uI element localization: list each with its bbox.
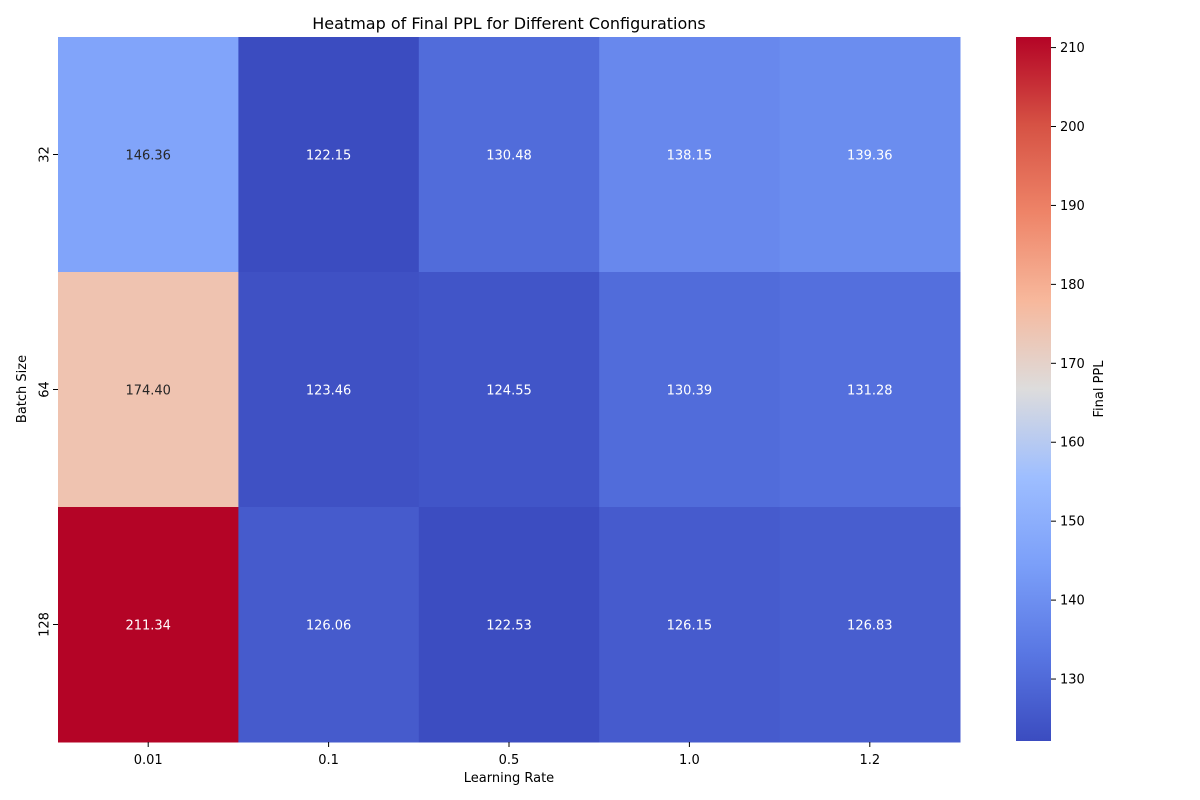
heatmap-cell [418,507,600,743]
colorbar-tick-label: 170 [1060,357,1085,372]
colorbar-label: Final PPL [1092,360,1107,418]
heatmap-cell [58,507,239,743]
x-tick-label: 1.2 [859,753,880,768]
y-axis-label: Batch Size [15,355,30,423]
x-tick-label: 0.01 [134,753,163,768]
heatmap-cell [779,272,961,508]
heatmap-cell [599,272,781,508]
colorbar [1016,37,1051,741]
colorbar-ticks: 130 140 150 160 170 180 190 200 210 [1051,41,1085,688]
heatmap-cell [599,37,781,273]
heatmap-cell [779,37,961,273]
heatmap-cell [238,507,420,743]
heatmap-cell [599,507,781,743]
cell-value-label: 126.83 [847,619,893,634]
y-tick-label: 32 [38,146,53,163]
cell-value-label: 130.39 [667,384,713,399]
heatmap-cell [418,272,600,508]
cell-value-label: 131.28 [847,384,893,399]
heatmap-cell [58,37,239,273]
colorbar-tick-label: 200 [1060,120,1085,135]
y-tick-label: 64 [38,381,53,398]
y-axis-ticks: 32 64 128 [38,146,58,637]
cell-value-label: 126.06 [306,619,352,634]
cell-value-label: 211.34 [125,619,171,634]
cell-value-label: 130.48 [486,149,532,164]
colorbar-tick-label: 180 [1060,278,1085,293]
cell-value-label: 122.15 [306,149,352,164]
x-axis-label: Learning Rate [464,771,554,786]
chart-title: Heatmap of Final PPL for Different Confi… [312,14,705,33]
colorbar-tick-label: 160 [1060,436,1085,451]
x-tick-label: 1.0 [679,753,700,768]
y-tick-label: 128 [38,612,53,637]
colorbar-tick-label: 150 [1060,515,1085,530]
cell-value-label: 138.15 [667,149,713,164]
cell-value-label: 146.36 [125,149,171,164]
heatmap-cell [238,37,420,273]
heatmap-cell [238,272,420,508]
heatmap-cell [418,37,600,273]
heatmap-cell [779,507,961,743]
cell-value-label: 124.55 [486,384,532,399]
cell-value-label: 123.46 [306,384,352,399]
colorbar-tick-label: 190 [1060,199,1085,214]
heatmap-cell [58,272,239,508]
x-tick-label: 0.5 [499,753,520,768]
cell-value-label: 139.36 [847,149,893,164]
colorbar-tick-label: 210 [1060,41,1085,56]
cell-value-label: 122.53 [486,619,532,634]
heatmap-cells: 146.36 122.15 130.48 138.15 139.36 174.40 123.… [58,37,961,743]
x-axis-ticks: 0.01 0.1 0.5 1.0 1.2 [134,742,880,768]
cell-value-label: 174.40 [125,384,171,399]
colorbar-tick-label: 140 [1060,594,1085,609]
x-tick-label: 0.1 [318,753,339,768]
cell-value-label: 126.15 [667,619,713,634]
colorbar-tick-label: 130 [1060,673,1085,688]
